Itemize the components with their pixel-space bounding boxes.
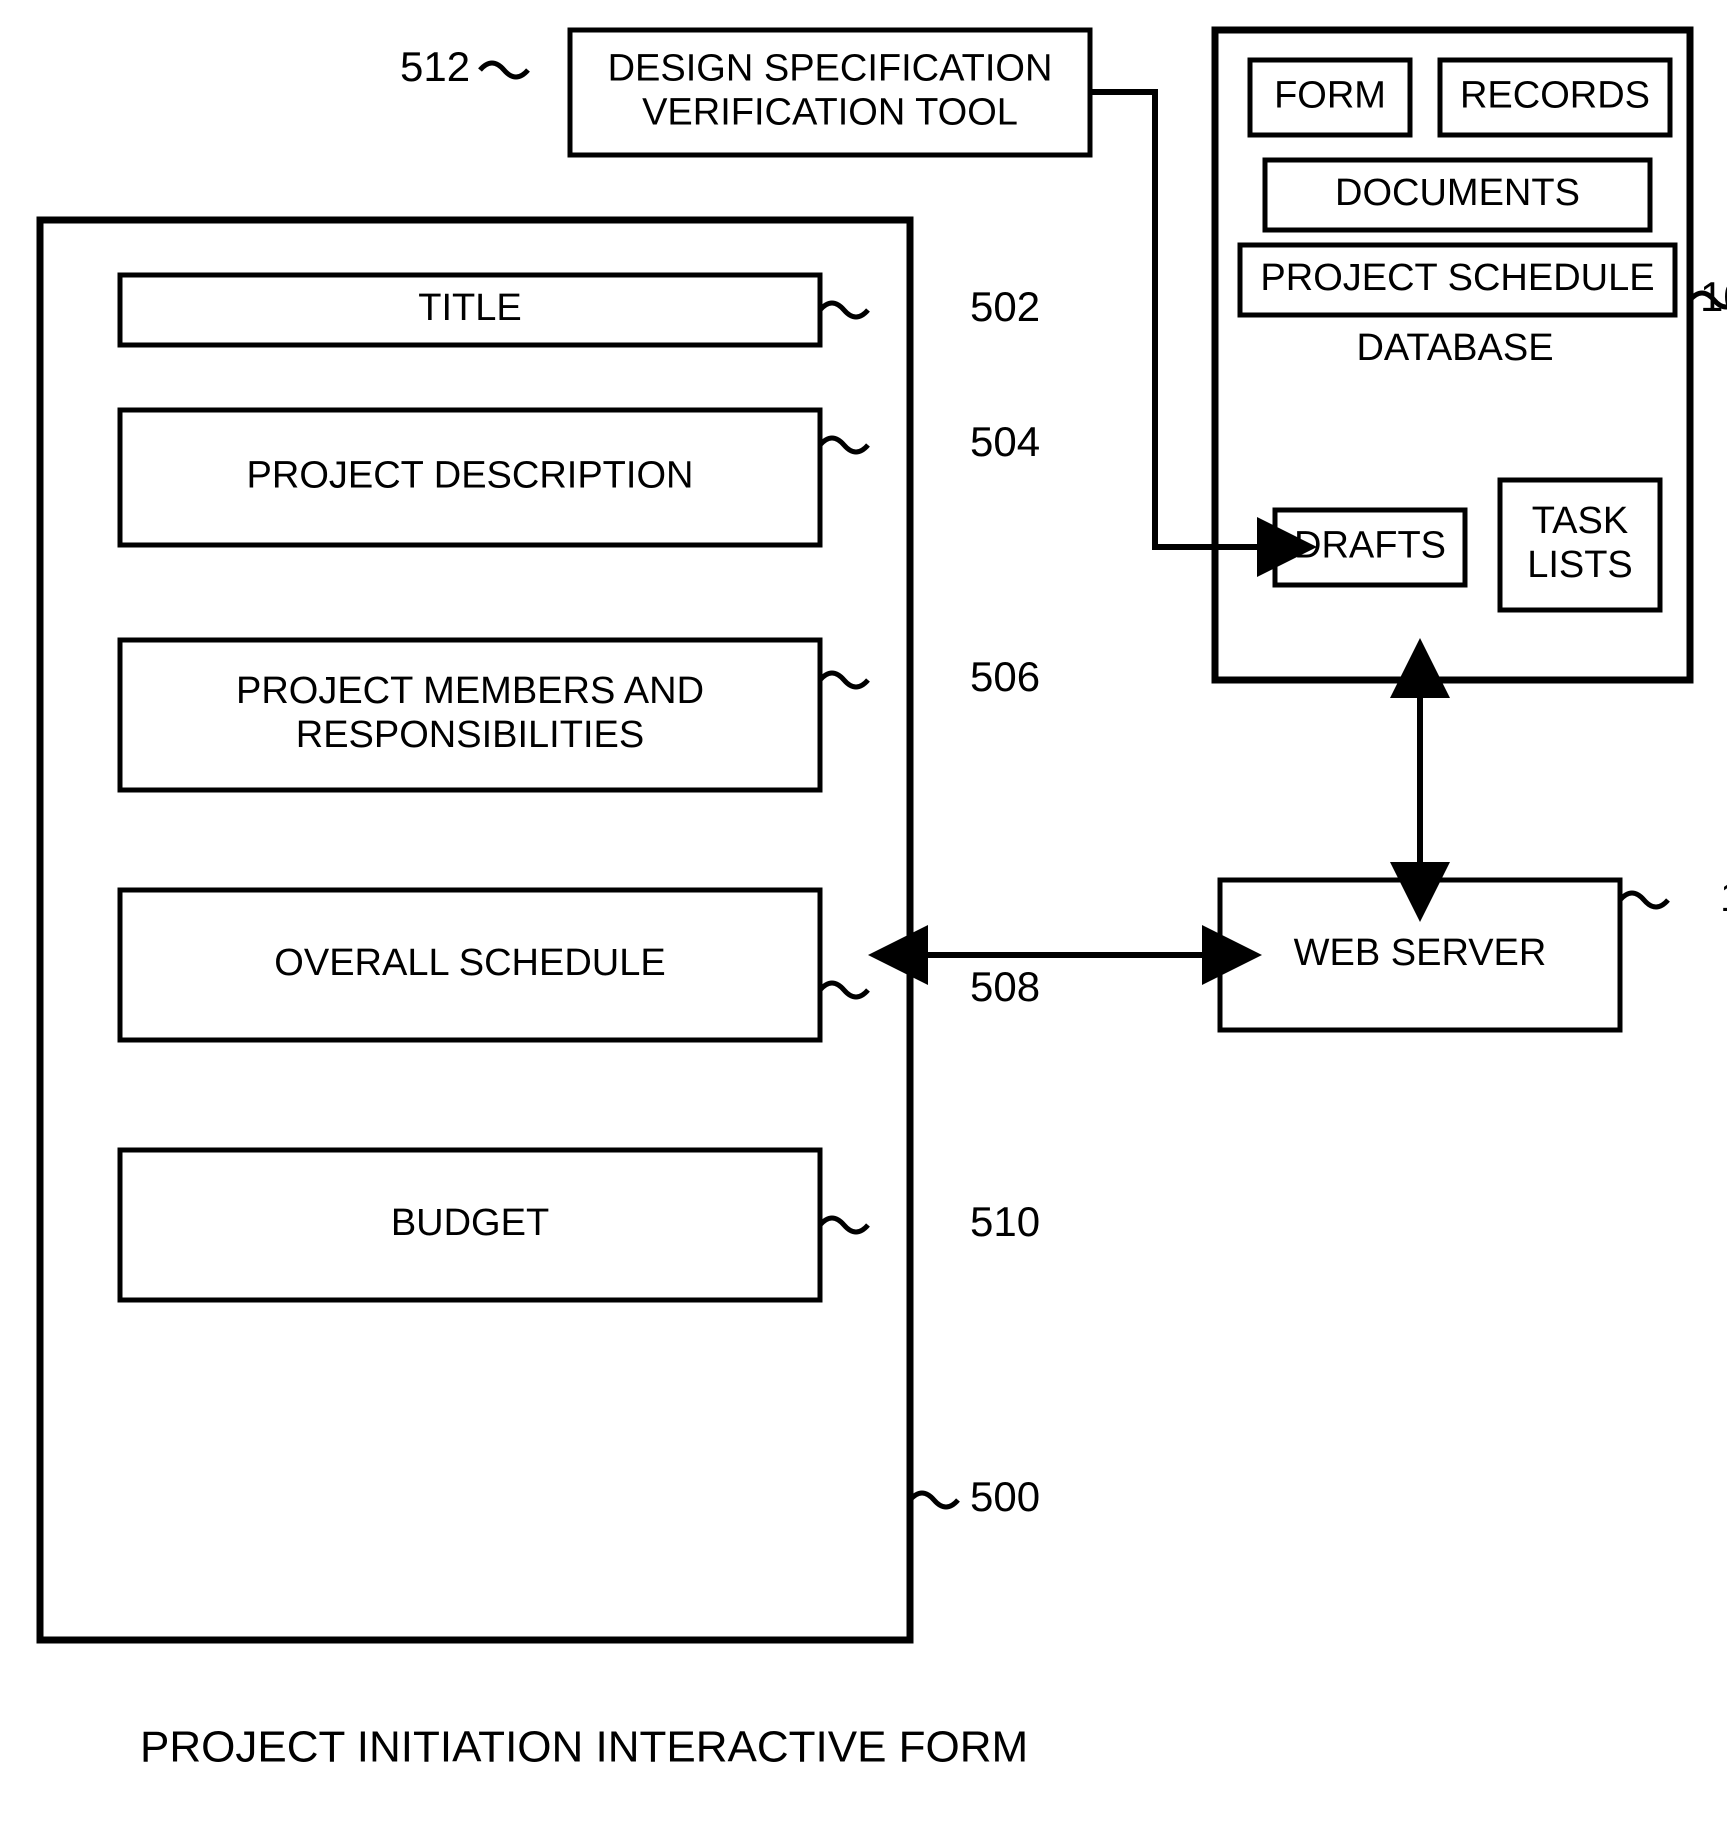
node-budget-label: BUDGET [391, 1202, 549, 1244]
ref-512: 512 [400, 43, 470, 90]
node-db-projsched-label: PROJECT SCHEDULE [1260, 257, 1654, 299]
ref-504: 504 [970, 418, 1040, 465]
node-db-drafts-label: DRAFTS [1294, 525, 1446, 567]
node-db-documents-label: DOCUMENTS [1335, 172, 1580, 214]
ref-squiggle-512 [480, 63, 528, 77]
ref-104: 104 [1720, 873, 1727, 920]
ref-506: 506 [970, 653, 1040, 700]
ref-510: 510 [970, 1198, 1040, 1245]
ref-508: 508 [970, 963, 1040, 1010]
ref-squiggle-500 [910, 1493, 958, 1507]
ref-106: 106 [1700, 273, 1727, 320]
node-db-label: DATABASE [1356, 327, 1553, 369]
node-schedule-label: OVERALL SCHEDULE [274, 942, 665, 984]
node-title-label: TITLE [418, 287, 521, 329]
node-desc-label: PROJECT DESCRIPTION [247, 455, 694, 497]
node-webserver-label: WEB SERVER [1294, 932, 1547, 974]
ref-500: 500 [970, 1473, 1040, 1520]
diagram-canvas: DESIGN SPECIFICATIONVERIFICATION TOOLTIT… [0, 0, 1727, 1823]
node-db-form-label: FORM [1274, 75, 1386, 117]
diagram-caption: PROJECT INITIATION INTERACTIVE FORM [140, 1723, 1028, 1772]
ref-squiggle-104 [1620, 893, 1668, 907]
ref-502: 502 [970, 283, 1040, 330]
node-db-records-label: RECORDS [1460, 75, 1650, 117]
